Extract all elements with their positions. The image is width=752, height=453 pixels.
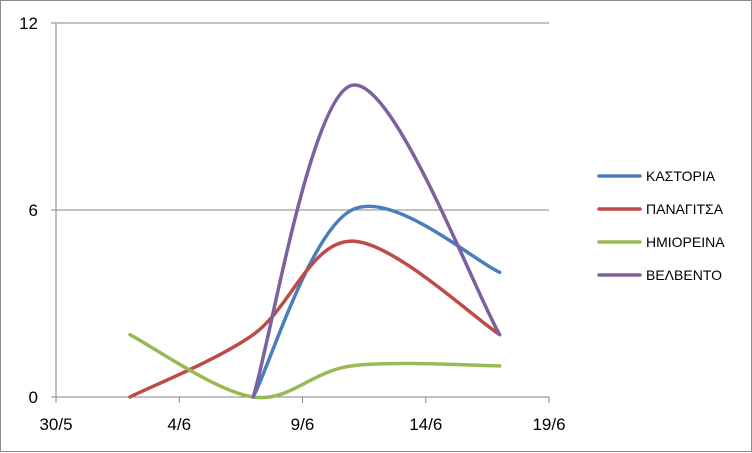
y-tick-label: 6 [29, 201, 38, 220]
y-tick-label: 12 [19, 14, 38, 33]
legend-label: ΚΑΣΤΟΡΙΑ [646, 168, 716, 184]
legend: ΚΑΣΤΟΡΙΑ ΠΑΝΑΓΙΤΣΑ ΗΜΙΟΡΕΙΝΑ ΒΕΛΒΕΝΤΟ [597, 168, 725, 283]
series-line-3 [128, 332, 502, 400]
gridlines [56, 22, 549, 211]
x-tick-label: 9/6 [291, 415, 315, 434]
x-axis-tick-labels: 30/5 4/6 9/6 14/6 19/6 [39, 415, 565, 434]
x-tick-label: 4/6 [167, 415, 191, 434]
series-line-4 [251, 83, 502, 399]
series-line-2 [128, 239, 502, 399]
x-tick-label: 30/5 [39, 415, 72, 434]
legend-label: ΒΕΛΒΕΝΤΟ [646, 267, 722, 283]
y-axis-tick-labels: 0 6 12 [19, 14, 38, 407]
y-tick-label: 0 [29, 388, 38, 407]
series-line-1 [251, 204, 502, 399]
legend-label: ΠΑΝΑΓΙΤΣΑ [646, 201, 724, 217]
x-tick-label: 19/6 [532, 415, 565, 434]
legend-label: ΗΜΙΟΡΕΙΝΑ [646, 234, 725, 250]
series-lines [128, 83, 502, 400]
axes [51, 22, 550, 403]
x-tick-label: 14/6 [409, 415, 442, 434]
